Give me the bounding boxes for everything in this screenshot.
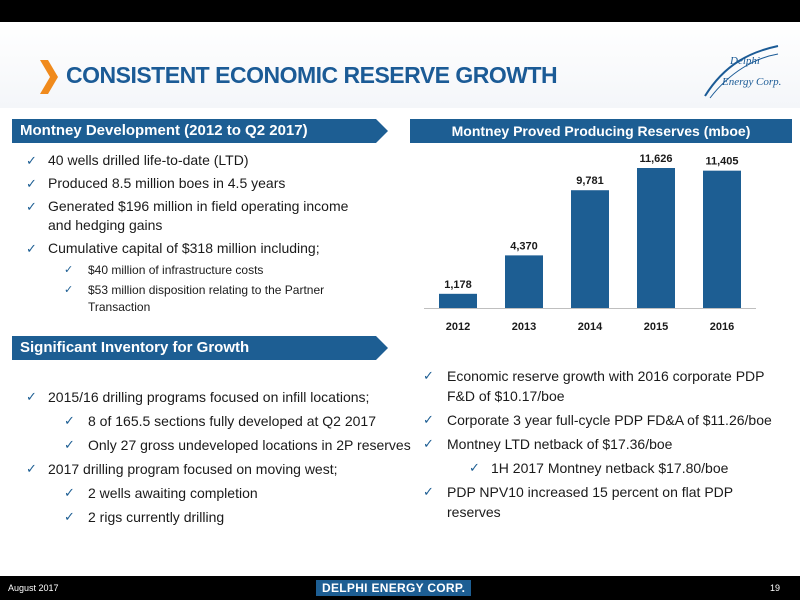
list-item-text: 40 wells drilled life-to-date (LTD) <box>48 152 249 168</box>
checkmark-icon: ✓ <box>26 176 37 191</box>
footer-date: August 2017 <box>8 583 59 593</box>
checkmark-icon: ✓ <box>64 509 75 524</box>
economics-list: ✓ Economic reserve growth with 2016 corpo… <box>423 366 783 526</box>
chevron-right-icon <box>40 60 58 94</box>
bar-2016 <box>703 170 741 308</box>
list-item: ✓ Corporate 3 year full-cycle PDP FD&A of… <box>423 410 783 430</box>
delphi-logo <box>704 45 779 99</box>
x-tick-label: 2013 <box>512 321 536 333</box>
list-item: ✓ Only 27 gross undeveloped locations in … <box>26 435 416 455</box>
montney-development-list: ✓ 40 wells drilled life-to-date (LTD) ✓ Pro… <box>26 151 356 319</box>
list-item: ✓ Cumulative capital of $318 million incl… <box>26 239 356 258</box>
list-item-text: 2 wells awaiting completion <box>88 485 258 501</box>
list-item-text: 1H 2017 Montney netback $17.80/boe <box>491 460 729 476</box>
checkmark-icon: ✓ <box>469 460 480 475</box>
checkmark-icon: ✓ <box>26 389 37 404</box>
checkmark-icon: ✓ <box>26 199 37 214</box>
checkmark-icon: ✓ <box>26 461 37 476</box>
list-item: ✓ Produced 8.5 million boes in 4.5 years <box>26 174 356 193</box>
checkmark-icon: ✓ <box>423 368 434 383</box>
checkmark-icon: ✓ <box>64 437 75 452</box>
x-tick-label: 2014 <box>578 321 603 333</box>
bar-2015 <box>637 168 675 308</box>
list-item-text: 2015/16 drilling programs focused on inf… <box>48 389 370 405</box>
list-item-text: 2017 drilling program focused on moving … <box>48 461 338 477</box>
reserves-bar-chart: 1,178 2012 4,370 2013 9,781 2014 11,626 2015 11,… <box>424 153 756 333</box>
list-item-text: Montney LTD netback of $17.36/boe <box>447 436 673 452</box>
list-item: ✓ 2017 drilling program focused on moving… <box>26 459 416 479</box>
slide-title: CONSISTENT ECONOMIC RESERVE GROWTH <box>66 62 558 88</box>
section-header-montney-development: Montney Development (2012 to Q2 2017) <box>12 119 388 143</box>
footer-company: DELPHI ENERGY CORP. <box>316 580 472 596</box>
list-item-text: Economic reserve growth with 2016 corpor… <box>447 368 765 404</box>
x-tick-label: 2015 <box>644 321 668 333</box>
checkmark-icon: ✓ <box>64 264 74 276</box>
data-label: 11,405 <box>705 156 738 168</box>
checkmark-icon: ✓ <box>423 484 434 499</box>
list-item-text: Cumulative capital of $318 million inclu… <box>48 240 320 256</box>
list-item: ✓ Generated $196 million in field operati… <box>26 197 356 235</box>
list-item: ✓ $53 million disposition relating to the… <box>26 282 356 316</box>
checkmark-icon: ✓ <box>64 284 74 296</box>
list-item-text: $53 million disposition relating to the … <box>88 283 325 314</box>
x-tick-label: 2016 <box>710 321 734 333</box>
logo-text-corp: Corp. <box>756 76 782 88</box>
data-label: 11,626 <box>639 153 672 165</box>
bar-2014 <box>571 190 609 308</box>
list-item: ✓ Montney LTD netback of $17.36/boe <box>423 434 783 454</box>
checkmark-icon: ✓ <box>26 241 37 256</box>
data-label: 9,781 <box>576 175 604 187</box>
list-item-text: PDP NPV10 increased 15 percent on flat P… <box>447 484 733 520</box>
checkmark-icon: ✓ <box>26 153 37 168</box>
data-label: 4,370 <box>510 240 538 252</box>
title-area <box>0 22 800 108</box>
list-item: ✓ $40 million of infrastructure costs <box>26 262 356 279</box>
bar-2013 <box>505 255 543 308</box>
list-item-text: Only 27 gross undeveloped locations in 2… <box>88 437 411 453</box>
checkmark-icon: ✓ <box>64 413 75 428</box>
data-label: 1,178 <box>444 279 472 291</box>
page-number: 19 <box>770 583 781 593</box>
list-item-text: Corporate 3 year full-cycle PDP FD&A of … <box>447 412 772 428</box>
list-item: ✓ Economic reserve growth with 2016 corpo… <box>423 366 783 406</box>
list-item: ✓ 40 wells drilled life-to-date (LTD) <box>26 151 356 170</box>
list-item: ✓ 8 of 165.5 sections fully developed at … <box>26 411 416 431</box>
inventory-list: ✓ 2015/16 drilling programs focused on in… <box>26 387 416 531</box>
chart-title: Montney Proved Producing Reserves (mboe) <box>410 119 792 143</box>
logo-text-delphi: Delphi <box>730 55 760 67</box>
list-item: ✓ 2015/16 drilling programs focused on in… <box>26 387 416 407</box>
checkmark-icon: ✓ <box>64 485 75 500</box>
checkmark-icon: ✓ <box>423 436 434 451</box>
list-item-text: $40 million of infrastructure costs <box>88 263 264 277</box>
list-item-text: 8 of 165.5 sections fully developed at Q… <box>88 413 376 429</box>
list-item: ✓ 2 wells awaiting completion <box>26 483 416 503</box>
list-item: ✓ PDP NPV10 increased 15 percent on flat … <box>423 482 783 522</box>
logo-text-energy: Energy <box>722 76 754 88</box>
checkmark-icon: ✓ <box>423 412 434 427</box>
top-bar <box>0 0 800 22</box>
list-item-text: Generated $196 million in field operatin… <box>48 198 349 233</box>
x-tick-label: 2012 <box>446 321 470 333</box>
section-header-inventory: Significant Inventory for Growth <box>12 336 388 360</box>
list-item-text: 2 rigs currently drilling <box>88 509 225 525</box>
list-item: ✓ 2 rigs currently drilling <box>26 507 416 527</box>
bar-2012 <box>439 293 477 308</box>
list-item-text: Produced 8.5 million boes in 4.5 years <box>48 175 286 191</box>
list-item: ✓ 1H 2017 Montney netback $17.80/boe <box>423 458 783 478</box>
